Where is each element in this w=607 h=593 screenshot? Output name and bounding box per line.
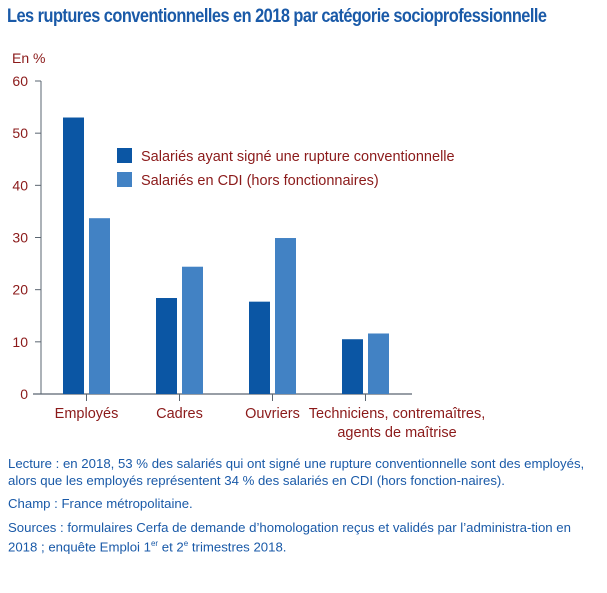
x-tick-label: agents de maîtrise — [337, 425, 456, 441]
bar-chart: En % 0 10 20 30 40 50 60 Employés Cadres Ouvriers T… — [12, 50, 486, 441]
bar-cdi — [89, 218, 110, 394]
chart-title: Les ruptures conventionnelles en 2018 pa… — [7, 6, 547, 27]
note-lecture: Lecture : en 2018, 53 % des salariés qui… — [8, 456, 585, 488]
bar-rupture — [342, 339, 363, 394]
note-sources: Sources : formulaires Cerfa de demande d… — [8, 520, 593, 556]
x-tick-label: Employés — [55, 406, 119, 422]
bar-rupture — [63, 117, 84, 395]
legend-label: Salariés en CDI (hors fonctionnaires) — [141, 173, 379, 189]
x-tick-label: Ouvriers — [245, 406, 300, 422]
y-tick-label: 30 — [12, 230, 28, 246]
bar-rupture — [156, 298, 177, 394]
x-tick-label: Cadres — [156, 406, 203, 422]
bar-rupture — [249, 301, 270, 394]
bar-cdi — [368, 333, 389, 394]
x-tick-label: Techniciens, contremaîtres, — [309, 406, 486, 422]
bar-cdi — [182, 266, 203, 394]
legend-label: Salariés ayant signé une rupture convent… — [141, 149, 455, 165]
sources-text: et 2 — [158, 539, 184, 555]
sources-text: Sources : formulaires Cerfa de demande d… — [8, 519, 571, 555]
chart-notes: Lecture : en 2018, 53 % des salariés qui… — [8, 456, 593, 563]
y-tick-label: 60 — [12, 73, 28, 89]
note-champ: Champ : France métropolitaine. — [8, 496, 193, 511]
bar-cdi — [275, 238, 296, 394]
y-tick-label: 0 — [20, 386, 28, 402]
sources-sup: e — [183, 539, 189, 548]
y-tick-label: 40 — [12, 177, 28, 193]
y-tick-label: 10 — [12, 334, 28, 350]
y-tick-label: 50 — [12, 125, 28, 141]
y-axis-label: En % — [12, 50, 45, 66]
sources-sup: er — [150, 539, 159, 548]
sources-text: trimestres 2018. — [188, 539, 287, 555]
y-tick-label: 20 — [12, 282, 28, 298]
legend-swatch — [117, 172, 132, 187]
legend-swatch — [117, 148, 132, 163]
